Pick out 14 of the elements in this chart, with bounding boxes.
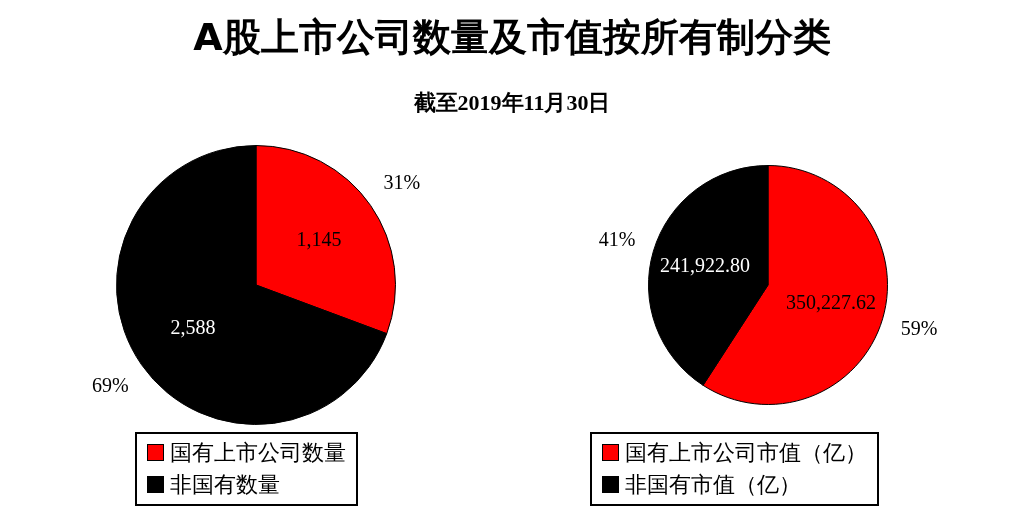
data-label: 350,227.62 <box>786 290 877 313</box>
legend-label: 国有上市公司市值（亿） <box>624 439 867 467</box>
data-label: 241,922.80 <box>659 253 750 276</box>
text: 59% <box>900 316 938 339</box>
legend-label: 非国有数量 <box>169 471 281 499</box>
legend-label: 国有上市公司数量 <box>169 439 346 467</box>
text: 31% <box>383 170 421 193</box>
data-label: 1,145 <box>296 228 342 251</box>
text: 69% <box>91 373 129 396</box>
data-label: 2,588 <box>170 316 216 339</box>
text: 41% <box>598 227 636 250</box>
text: A股上市公司数量及市值按所有制分类 <box>192 14 832 61</box>
text: 截至2019年11月30日 <box>412 89 612 117</box>
legend-label: 非国有市值（亿） <box>624 471 802 499</box>
